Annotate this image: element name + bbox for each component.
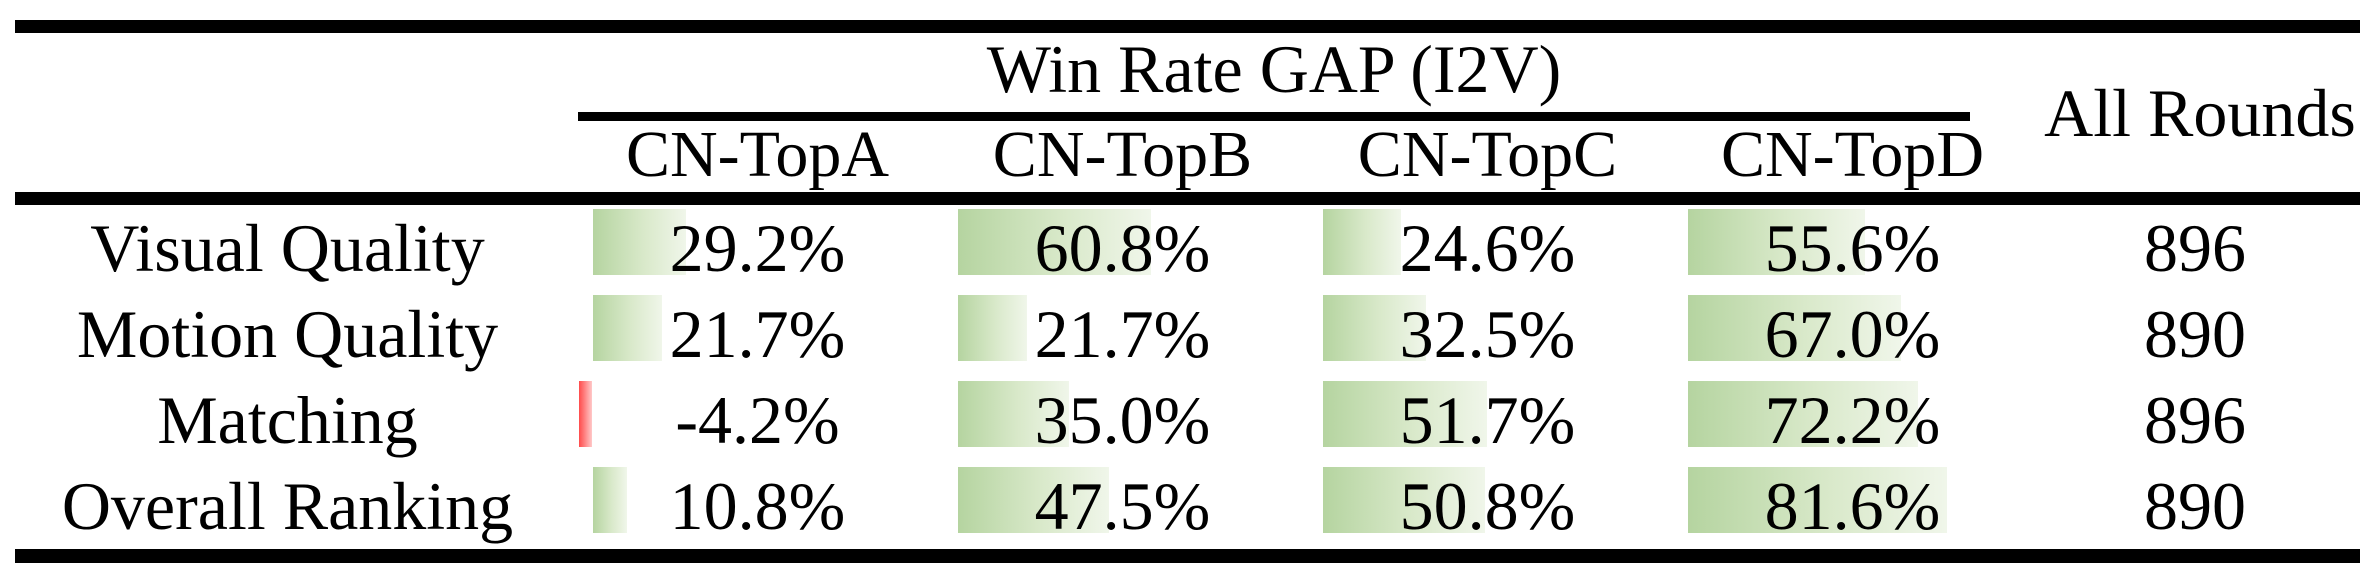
data-cell: 21.7%	[940, 291, 1305, 377]
table-row: Matching -4.2% 35.0% 51.7% 72.2% 896	[0, 377, 2374, 463]
row-label: Matching	[157, 382, 418, 458]
cell-value: 81.6%	[1764, 468, 1941, 544]
data-bar	[1688, 467, 1947, 533]
data-bar	[958, 381, 1069, 447]
all-rounds-value: 890	[2144, 468, 2246, 544]
column-header-row: CN-TopA CN-TopB CN-TopC CN-TopD	[0, 121, 2374, 192]
cell-value: 60.8%	[1034, 210, 1211, 286]
data-cell: 60.8%	[940, 205, 1305, 291]
row-label: Visual Quality	[90, 210, 485, 286]
data-cell: 29.2%	[575, 205, 940, 291]
data-cell: -4.2%	[575, 377, 940, 463]
data-bar	[593, 467, 627, 533]
header-separator-rule	[15, 192, 2360, 205]
cell-value: 21.7%	[1034, 296, 1211, 372]
cell-value: 72.2%	[1764, 382, 1941, 458]
cell-value: -4.2%	[675, 382, 840, 458]
table-title: Win Rate GAP (I2V)	[986, 31, 1562, 107]
data-cell: 21.7%	[575, 291, 940, 377]
data-bar	[593, 209, 686, 275]
data-bar	[958, 295, 1027, 361]
data-cell: 32.5%	[1305, 291, 1670, 377]
cell-value: 67.0%	[1764, 296, 1941, 372]
data-cell: 67.0%	[1670, 291, 2035, 377]
cell-value: 29.2%	[669, 210, 846, 286]
data-bar	[1688, 381, 1918, 447]
row-label: Overall Ranking	[61, 468, 514, 544]
data-bar	[1323, 209, 1401, 275]
cell-value: 35.0%	[1034, 382, 1211, 458]
title-underline-rule	[578, 112, 1970, 121]
data-bar	[1323, 381, 1487, 447]
cell-value: 55.6%	[1764, 210, 1941, 286]
data-cell: 55.6%	[1670, 205, 2035, 291]
data-bar	[1323, 467, 1485, 533]
cell-value: 32.5%	[1399, 296, 1576, 372]
column-header-cn-topa: CN-TopA	[625, 118, 890, 191]
data-cell: 47.5%	[940, 463, 1305, 549]
table-row: Overall Ranking 10.8% 47.5% 50.8% 81.6% …	[0, 463, 2374, 549]
data-bar	[593, 295, 662, 361]
cell-value: 51.7%	[1399, 382, 1576, 458]
all-rounds-value: 896	[2144, 382, 2246, 458]
data-cell: 35.0%	[940, 377, 1305, 463]
all-rounds-value: 890	[2144, 296, 2246, 372]
cell-value: 24.6%	[1399, 210, 1576, 286]
data-cell: 50.8%	[1305, 463, 1670, 549]
data-bar	[1323, 295, 1426, 361]
cell-value: 50.8%	[1399, 468, 1576, 544]
data-cell: 10.8%	[575, 463, 940, 549]
column-header-cn-topd: CN-TopD	[1720, 118, 1985, 191]
table-row: Motion Quality 21.7% 21.7% 32.5% 67.0% 8…	[0, 291, 2374, 377]
data-bar	[1688, 209, 1865, 275]
table-top-rule	[15, 20, 2360, 33]
all-rounds-value: 896	[2144, 210, 2246, 286]
data-bar	[958, 467, 1109, 533]
table-bottom-rule	[15, 549, 2360, 563]
data-cell: 72.2%	[1670, 377, 2035, 463]
column-header-cn-topc: CN-TopC	[1357, 118, 1618, 191]
column-header-cn-topb: CN-TopB	[992, 118, 1253, 191]
data-bar	[958, 209, 1151, 275]
cell-value: 47.5%	[1034, 468, 1211, 544]
row-label: Motion Quality	[76, 296, 499, 372]
cell-value: 21.7%	[669, 296, 846, 372]
data-bar	[579, 381, 592, 447]
table-row: Visual Quality 29.2% 60.8% 24.6% 55.6% 8…	[0, 205, 2374, 291]
data-cell: 51.7%	[1305, 377, 1670, 463]
all-rounds-header: All Rounds	[2044, 74, 2356, 151]
data-cell: 81.6%	[1670, 463, 2035, 549]
cell-value: 10.8%	[669, 468, 846, 544]
data-cell: 24.6%	[1305, 205, 1670, 291]
table-body: Visual Quality 29.2% 60.8% 24.6% 55.6% 8…	[0, 205, 2374, 549]
data-bar	[1688, 295, 1901, 361]
